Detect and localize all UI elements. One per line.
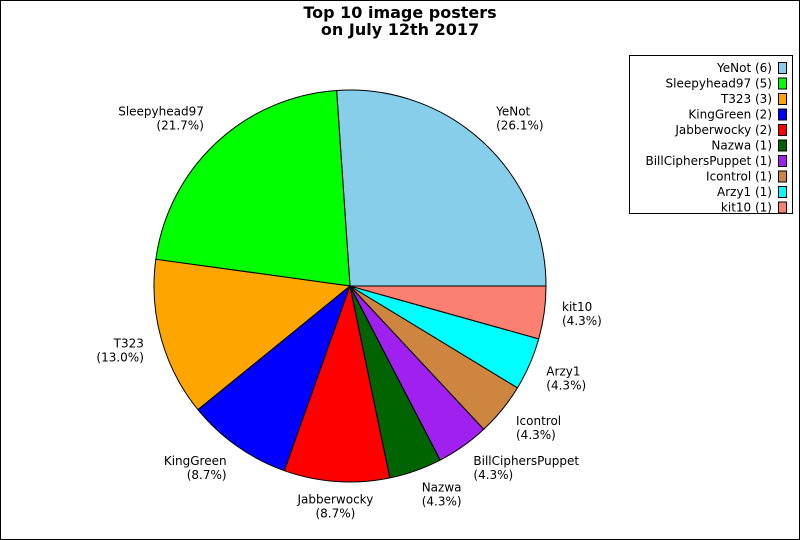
legend-swatch-jabberwocky: [778, 124, 787, 136]
legend-swatch-yenot: [778, 62, 787, 74]
slice-label-name: Sleepyhead97: [118, 105, 204, 119]
legend-label-icontrol: Icontrol (1): [706, 170, 772, 184]
slice-label-percent: (13.0%): [96, 351, 143, 365]
slice-label-percent: (26.1%): [496, 119, 543, 133]
slice-label-yenot: YeNot (26.1%): [495, 105, 543, 133]
pie-labels: YeNot (26.1%) Sleepyhead97 (21.7%) T323 (13.0…: [96, 105, 601, 521]
pie-slice-sleepyhead97: [155, 89, 351, 287]
legend-swatch-icontrol: [778, 170, 787, 183]
legend-swatch-nazwa: [778, 139, 787, 152]
slice-label-jabberwocky: Jabberwocky (8.7%): [296, 493, 373, 521]
slice-label-kinggreen: KingGreen (8.7%): [164, 454, 227, 482]
slice-label-name: KingGreen: [164, 454, 227, 468]
pie-slice-kinggreen: [197, 285, 351, 472]
legend-swatch-billcipherspuppet: [778, 155, 787, 167]
slice-label-percent: (8.7%): [187, 468, 227, 482]
pie-slice-kit10: [349, 285, 547, 340]
legend-label-yenot: YeNot (6): [716, 61, 772, 75]
pie-slice-t323: [153, 258, 351, 411]
legend-swatch-kit10: [778, 201, 787, 214]
slice-label-name: Jabberwocky: [296, 493, 373, 507]
legend-label-t323: T323 (3): [720, 92, 772, 106]
pie-slices: [153, 89, 547, 483]
legend-swatch-kinggreen: [778, 108, 787, 121]
slice-label-nazwa: Nazwa (4.3%): [422, 481, 462, 509]
slice-label-percent: (8.7%): [315, 507, 355, 521]
slice-label-name: T323: [113, 337, 144, 351]
legend-swatch-t323: [778, 93, 787, 105]
slice-label-name: Nazwa: [422, 481, 462, 495]
slice-label-percent: (4.3%): [516, 428, 556, 442]
slice-label-icontrol: Icontrol (4.3%): [516, 414, 561, 442]
slice-label-percent: (4.3%): [422, 495, 462, 509]
slice-label-sleepyhead97: Sleepyhead97 (21.7%): [118, 105, 204, 133]
slice-label-percent: (4.3%): [546, 378, 586, 392]
slice-label-arzy1: Arzy1 (4.3%): [546, 364, 586, 392]
legend-label-sleepyhead97: Sleepyhead97 (5): [666, 77, 772, 91]
chart-title-line-1: Top 10 image posters: [303, 3, 496, 22]
legend-label-billcipherspuppet: BillCiphersPuppet (1): [645, 154, 772, 168]
legend-label-arzy1: Arzy1 (1): [717, 185, 772, 199]
slice-label-percent: (21.7%): [156, 119, 203, 133]
legend-swatch-sleepyhead97: [778, 77, 787, 90]
legend-swatch-arzy1: [778, 186, 787, 198]
slice-label-name: BillCiphersPuppet: [473, 454, 579, 468]
legend-label-jabberwocky: Jabberwocky (2): [674, 123, 772, 137]
legend-label-nazwa: Nazwa (1): [711, 139, 772, 153]
slice-label-percent: (4.3%): [473, 468, 513, 482]
pie-slice-jabberwocky: [283, 285, 391, 483]
slice-label-kit10: kit10 (4.3%): [562, 300, 602, 328]
legend-label-kit10: kit10 (1): [721, 201, 772, 215]
slice-label-percent: (4.3%): [562, 314, 602, 328]
slice-label-name: Icontrol: [516, 414, 561, 428]
slice-label-name: Arzy1: [546, 364, 580, 378]
slice-label-name: kit10: [562, 300, 592, 314]
legend-label-kinggreen: KingGreen (2): [688, 108, 772, 122]
chart-title-line-2: on July 12th 2017: [321, 20, 479, 39]
pie-slice-yenot: [336, 89, 547, 287]
slice-label-name: YeNot: [495, 105, 530, 119]
legend: YeNot (6) Sleepyhead97 (5)T323 (3) KingGre…: [629, 55, 793, 215]
slice-label-billcipherspuppet: BillCiphersPuppet (4.3%): [473, 454, 579, 482]
slice-label-t323: T323 (13.0%): [96, 337, 143, 365]
legend-box: [629, 55, 793, 214]
